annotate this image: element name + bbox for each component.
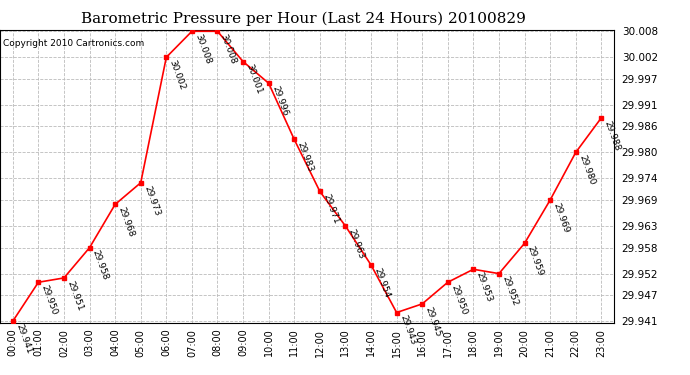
Text: 29.945: 29.945 xyxy=(424,305,443,338)
Text: 29.973: 29.973 xyxy=(142,184,161,217)
Text: 29.950: 29.950 xyxy=(449,284,469,316)
Text: 29.952: 29.952 xyxy=(500,275,520,308)
Text: 29.953: 29.953 xyxy=(475,271,494,303)
Text: Copyright 2010 Cartronics.com: Copyright 2010 Cartronics.com xyxy=(3,39,144,48)
Text: 30.008: 30.008 xyxy=(193,33,213,66)
Text: 29.943: 29.943 xyxy=(398,314,417,346)
Text: 30.001: 30.001 xyxy=(244,63,264,96)
Text: 29.959: 29.959 xyxy=(526,245,545,278)
Text: 29.963: 29.963 xyxy=(347,227,366,260)
Text: 29.954: 29.954 xyxy=(373,266,392,299)
Text: 29.983: 29.983 xyxy=(295,141,315,174)
Text: 29.951: 29.951 xyxy=(66,279,85,312)
Text: 29.941: 29.941 xyxy=(14,322,33,355)
Text: 29.988: 29.988 xyxy=(602,119,622,152)
Text: 29.996: 29.996 xyxy=(270,85,289,117)
Text: 29.958: 29.958 xyxy=(91,249,110,282)
Text: 29.950: 29.950 xyxy=(40,284,59,316)
Text: 29.969: 29.969 xyxy=(551,201,571,234)
Text: 30.002: 30.002 xyxy=(168,58,187,92)
Text: 29.968: 29.968 xyxy=(117,206,136,238)
Text: 29.980: 29.980 xyxy=(577,154,596,186)
Text: 30.008: 30.008 xyxy=(219,33,238,66)
Text: Barometric Pressure per Hour (Last 24 Hours) 20100829: Barometric Pressure per Hour (Last 24 Ho… xyxy=(81,11,526,26)
Text: 29.971: 29.971 xyxy=(322,193,340,225)
